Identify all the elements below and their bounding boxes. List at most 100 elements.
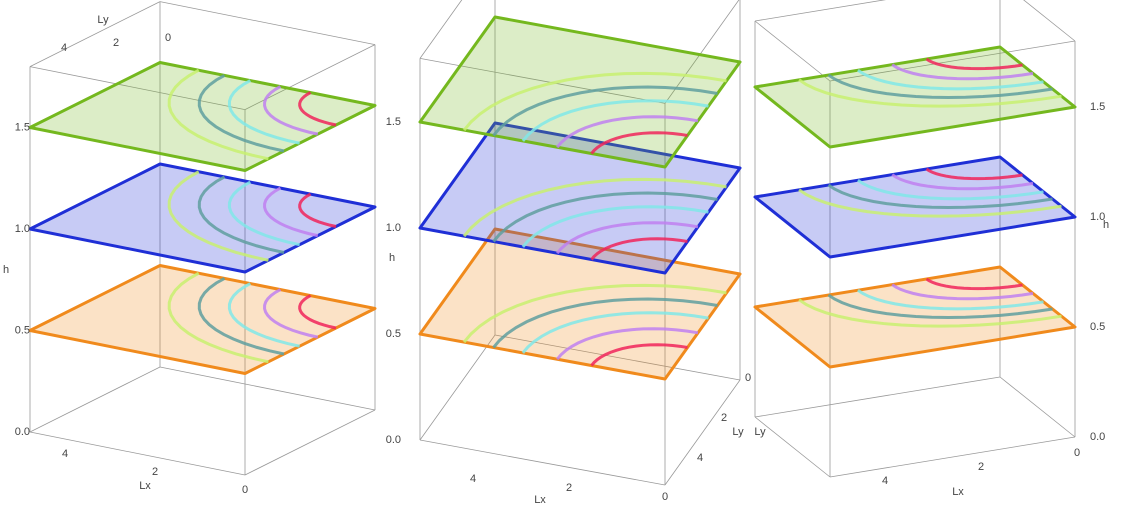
contour [857, 288, 1044, 311]
contour [798, 188, 1062, 218]
contour [925, 277, 1023, 291]
contour [798, 78, 1062, 108]
contour [590, 131, 688, 155]
z-axis-label: h [389, 252, 395, 264]
contour [857, 178, 1044, 201]
contour [798, 298, 1062, 328]
z-tick-label: 1.5 [1090, 101, 1105, 113]
y-tick-label: 4 [61, 42, 67, 54]
box-edge [829, 436, 1076, 478]
y-axis-label: Ly [732, 426, 744, 438]
contour [521, 311, 709, 354]
box-edge [754, 376, 1001, 418]
z-tick-label: 0.5 [15, 324, 30, 336]
y-tick-label: 4 [697, 452, 703, 464]
y-tick-label: 2 [113, 37, 119, 49]
z-tick-label: 1.0 [386, 222, 401, 234]
x-axis-label: Lx [534, 494, 546, 506]
z-axis-label: h [1103, 219, 1109, 231]
z-tick-label: 0.5 [386, 328, 401, 340]
contour [590, 343, 688, 367]
contour [891, 173, 1034, 191]
x-tick-label: 2 [566, 482, 572, 494]
y-axis-label: Ly [754, 426, 766, 438]
x-tick-label: 4 [882, 475, 888, 487]
box-edge [29, 366, 161, 433]
x-axis-label: Lx [952, 486, 964, 498]
box-edge [664, 379, 741, 486]
x-tick-label: 2 [152, 466, 158, 478]
contour [298, 91, 337, 127]
z-tick-label: 1.5 [15, 121, 30, 133]
box-edge [29, 1, 161, 67]
box-edge [419, 0, 463, 59]
contour [891, 63, 1034, 81]
contour [857, 68, 1044, 91]
contour [462, 177, 727, 238]
contour [263, 288, 319, 339]
level-plane [28, 264, 377, 375]
z-tick-label: 1.5 [386, 116, 401, 128]
box-edge [244, 409, 376, 476]
z-axis-label: h [3, 264, 9, 276]
x-tick-label: 0 [662, 491, 668, 503]
contour [197, 74, 285, 153]
box-edge [494, 334, 741, 381]
x-tick-label: 4 [470, 473, 476, 485]
contour [827, 73, 1053, 99]
contour [925, 57, 1023, 71]
contour [492, 85, 718, 137]
contour [197, 277, 285, 356]
contour [263, 186, 319, 238]
box-edge [754, 20, 831, 82]
contour [462, 71, 727, 132]
contour [227, 282, 300, 348]
contour [492, 191, 718, 243]
level-plane [28, 61, 377, 172]
z-tick-label: 1.0 [15, 223, 30, 235]
contour [167, 68, 269, 161]
y-tick-label: 0 [745, 372, 751, 384]
box-edge [754, 416, 831, 478]
contour [167, 271, 269, 364]
box-edge [159, 366, 376, 411]
y-tick-label: 2 [721, 412, 727, 424]
contour [556, 115, 699, 149]
contour [891, 283, 1034, 301]
y-axis-label: Ly [97, 14, 109, 26]
y-tick-label: 0 [165, 32, 171, 44]
z-tick-label: 0.0 [1090, 431, 1105, 443]
box-edge [754, 0, 887, 22]
contour [197, 175, 285, 254]
box-edge [419, 334, 496, 441]
contour [827, 293, 1053, 319]
box-edge [29, 431, 246, 476]
contour [298, 294, 337, 330]
z-tick-label: 1.0 [1090, 211, 1105, 223]
box-edge [159, 1, 376, 45]
x-tick-label: 2 [978, 461, 984, 473]
contour [227, 180, 300, 247]
contour [298, 192, 337, 228]
level-plane [28, 162, 377, 274]
contour [263, 85, 319, 136]
contour [492, 297, 718, 349]
contour [462, 283, 727, 344]
contour [167, 170, 269, 262]
contour [521, 205, 709, 248]
box-edge [829, 40, 1076, 82]
contour [556, 221, 699, 255]
x-tick-label: 4 [62, 448, 68, 460]
contour [827, 183, 1053, 209]
contour [590, 237, 688, 261]
z-tick-label: 0.0 [15, 426, 30, 438]
x-tick-label: 0 [1074, 447, 1080, 459]
contour [556, 327, 699, 361]
box-edge [419, 439, 666, 486]
contour [925, 167, 1023, 181]
box-edge [29, 66, 246, 110]
z-tick-label: 0.0 [386, 434, 401, 446]
box-edge [1023, 0, 1076, 42]
box-edge [999, 376, 1076, 438]
